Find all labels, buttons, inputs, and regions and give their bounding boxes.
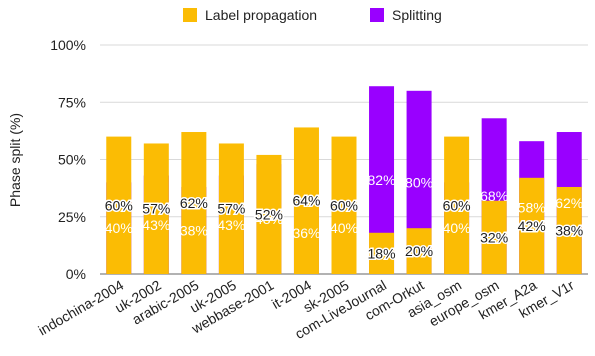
data-label: 62% (180, 195, 208, 211)
y-axis-title: Phase split (%) (7, 113, 23, 207)
data-label: 42% (518, 218, 546, 234)
bar-segment-label-propagation (256, 154, 282, 274)
data-labels: 40%60%43%57%38%62%43%57%48%52%36%64%40%6… (103, 172, 584, 263)
bar-segment-label-propagation (406, 228, 432, 274)
y-tick-label: 100% (50, 37, 86, 53)
bar-segment-label-propagation (369, 232, 395, 274)
legend-swatch (183, 8, 197, 22)
legend-label: Label propagation (205, 7, 317, 23)
bar-segment-label-propagation (519, 177, 545, 274)
y-tick-label: 75% (58, 94, 86, 110)
data-label: 64% (292, 193, 320, 209)
bar-segment-label-propagation (218, 143, 244, 274)
bar-segment-label-propagation (556, 186, 582, 274)
bars (106, 86, 582, 274)
bar-segment-label-propagation (143, 143, 169, 274)
bar-segment-label-propagation (181, 132, 207, 274)
x-tick-label: indochina-2004 (35, 277, 126, 339)
data-label: 40% (105, 220, 133, 236)
data-label: 20% (405, 243, 433, 259)
data-label: 40% (443, 220, 471, 236)
y-axis-ticks: 0% 25% 50% 75% 100% (50, 37, 86, 282)
y-tick-label: 25% (58, 209, 86, 225)
data-label: 57% (142, 201, 170, 217)
x-axis-ticks: indochina-2004uk-2002arabic-2005uk-2005w… (35, 277, 577, 342)
data-label: 60% (330, 197, 358, 213)
data-label: 36% (292, 225, 320, 241)
y-tick-label: 50% (58, 152, 86, 168)
data-label: 62% (555, 195, 583, 211)
data-label: 38% (555, 222, 583, 238)
data-label: 82% (368, 172, 396, 188)
data-label: 60% (105, 197, 133, 213)
data-label: 43% (217, 217, 245, 233)
data-label: 38% (180, 222, 208, 238)
bar-segment-label-propagation (481, 200, 507, 274)
legend-label: Splitting (392, 7, 442, 23)
data-label: 80% (405, 174, 433, 190)
data-label: 68% (480, 188, 508, 204)
y-tick-label: 0% (66, 266, 86, 282)
data-label: 43% (142, 217, 170, 233)
data-label: 40% (330, 220, 358, 236)
bar-segment-label-propagation (444, 136, 470, 274)
data-label: 48% (255, 211, 283, 227)
data-label: 57% (217, 201, 245, 217)
legend: Label propagation Splitting (183, 7, 442, 23)
bar-segment-label-propagation (106, 136, 132, 274)
bar-segment-label-propagation (293, 127, 319, 274)
data-label: 52% (255, 206, 283, 222)
data-label: 58% (518, 200, 546, 216)
bar-segment-label-propagation (331, 136, 357, 274)
data-label: 32% (480, 229, 508, 245)
data-label: 60% (443, 197, 471, 213)
legend-swatch (370, 8, 384, 22)
data-label: 18% (368, 245, 396, 261)
